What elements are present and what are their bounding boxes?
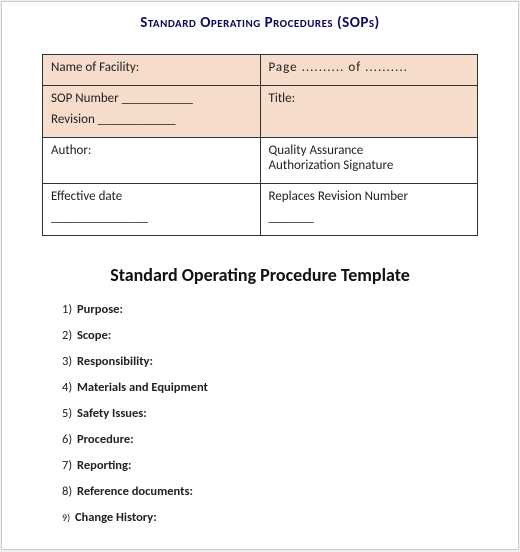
cell-sop-number: SOP Number ___________ Revision ________…	[43, 86, 261, 138]
page-header-title: Standard Operating Procedures (SOPs)	[42, 14, 478, 32]
list-item: 6) Procedure:	[62, 432, 478, 447]
table-row: SOP Number ___________ Revision ________…	[43, 86, 478, 138]
list-item: 9) Change History:	[62, 510, 478, 525]
cell-effective-date: Effective date _______________	[43, 184, 261, 236]
section-heading: Standard Operating Procedure Template	[42, 264, 478, 286]
label-page-of: Page .......... of ..........	[269, 60, 408, 75]
cell-replaces-revision: Replaces Revision Number _______	[260, 184, 478, 236]
section-label: Materials and Equipment	[77, 380, 208, 395]
label-facility: Name of Facility:	[51, 60, 139, 75]
list-item: 1) Purpose:	[62, 302, 478, 317]
label-sop-number: SOP Number ___________	[51, 91, 252, 106]
list-item: 5) Safety Issues:	[62, 406, 478, 421]
section-label: Scope:	[77, 328, 111, 343]
label-qa: Quality Assurance	[269, 143, 470, 158]
table-row: Effective date _______________ Replaces …	[43, 184, 478, 236]
list-item: 2) Scope:	[62, 328, 478, 343]
document-page: Standard Operating Procedures (SOPs) Nam…	[1, 1, 519, 550]
list-item: 4) Materials and Equipment	[62, 380, 478, 395]
label-revision: Revision ____________	[51, 112, 252, 127]
cell-page-of: Page .......... of ..........	[260, 55, 478, 86]
list-item: 8) Reference documents:	[62, 484, 478, 499]
cell-title: Title:	[260, 86, 478, 138]
cell-author: Author:	[43, 138, 261, 184]
section-label: Reporting:	[77, 458, 131, 473]
list-item: 3) Responsibility:	[62, 354, 478, 369]
section-label: Responsibility:	[77, 354, 153, 369]
label-effective-date: Effective date	[51, 189, 252, 204]
table-row: Author: Quality Assurance Authorization …	[43, 138, 478, 184]
section-label: Safety Issues:	[77, 406, 147, 421]
cell-qa-signature: Quality Assurance Authorization Signatur…	[260, 138, 478, 184]
blank-replaces-rev: _______	[269, 210, 470, 225]
section-label: Procedure:	[77, 432, 134, 447]
cell-facility-name: Name of Facility:	[43, 55, 261, 86]
table-row: Name of Facility: Page .......... of ...…	[43, 55, 478, 86]
label-author: Author:	[51, 143, 91, 158]
label-auth-sig: Authorization Signature	[269, 158, 470, 173]
section-label: Purpose:	[77, 302, 123, 317]
label-title: Title:	[269, 91, 296, 106]
label-replaces-rev: Replaces Revision Number	[269, 189, 470, 204]
blank-effective-date: _______________	[51, 210, 252, 225]
sop-header-table: Name of Facility: Page .......... of ...…	[42, 54, 478, 236]
sections-list: 1) Purpose: 2) Scope: 3) Responsibility:…	[42, 302, 478, 525]
list-item: 7) Reporting:	[62, 458, 478, 473]
section-label: Reference documents:	[77, 484, 193, 499]
section-label: Change History:	[75, 510, 157, 525]
